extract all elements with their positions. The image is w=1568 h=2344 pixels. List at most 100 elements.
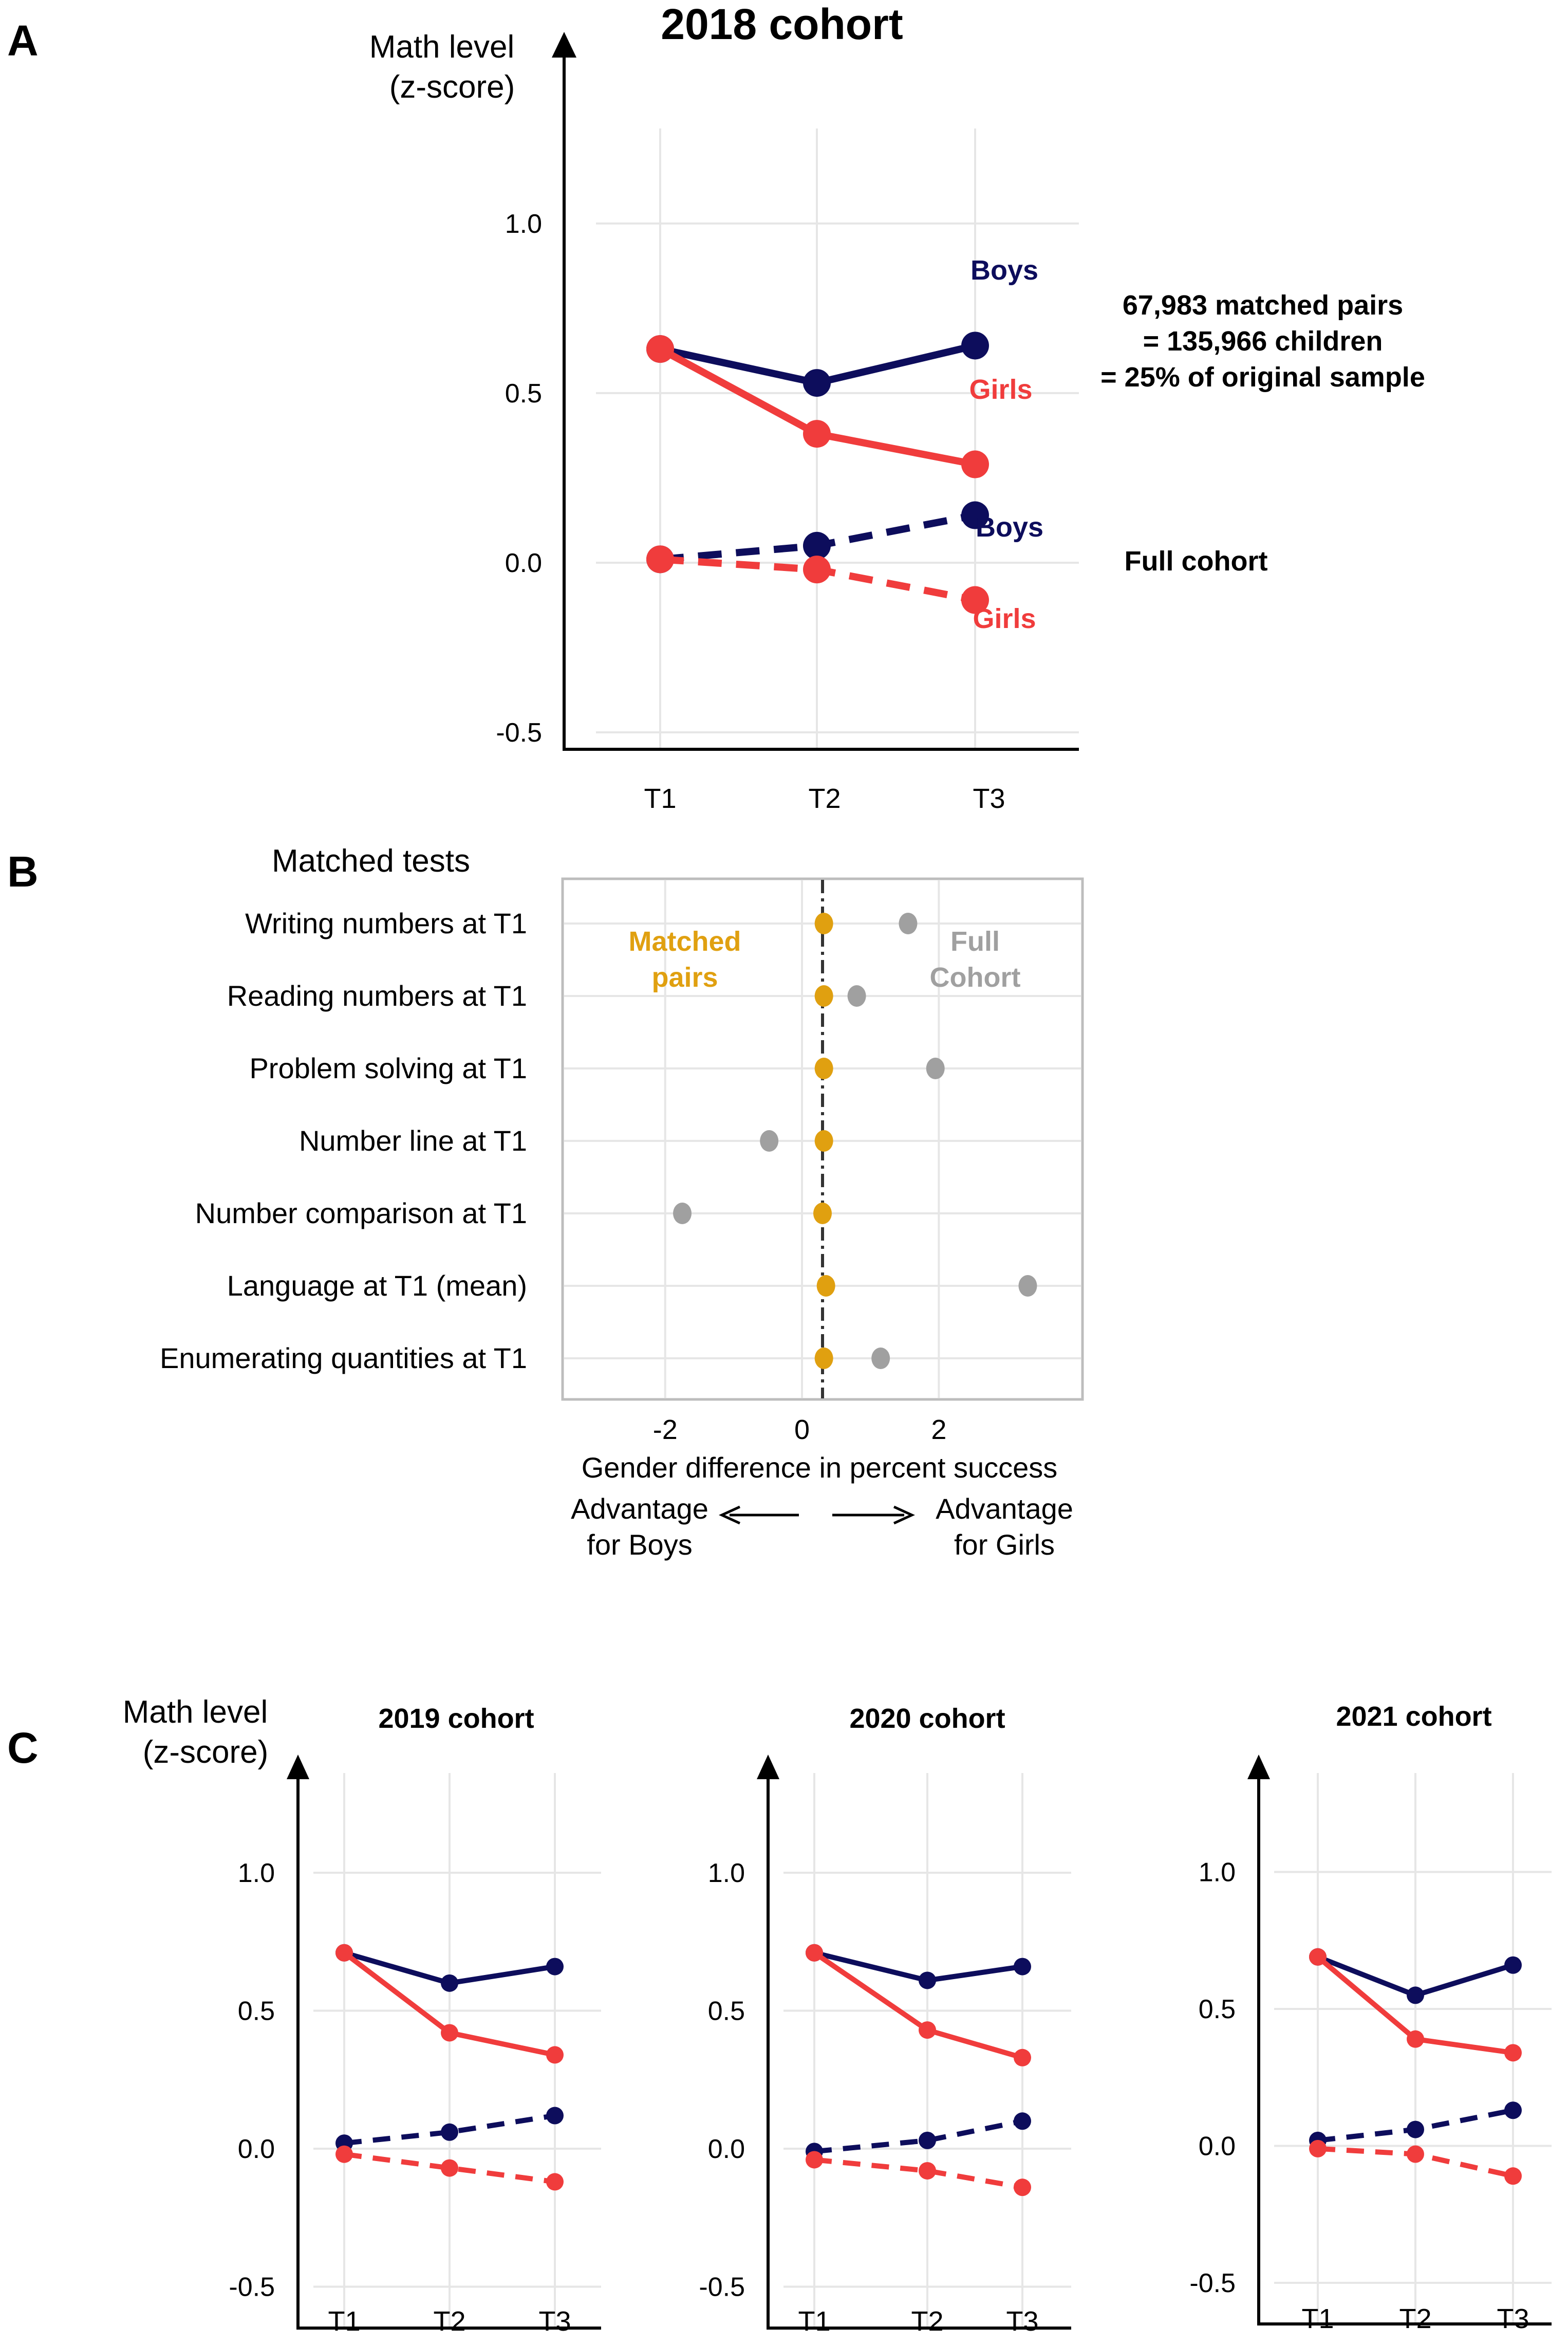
data-point bbox=[926, 1058, 945, 1079]
panel-c-ylabel-line1: Math level bbox=[123, 1694, 268, 1730]
panel-b-left-arrow-icon bbox=[718, 1505, 799, 1525]
data-point bbox=[803, 531, 831, 560]
girls-matched-series bbox=[806, 1944, 1031, 2066]
data-point bbox=[806, 2151, 823, 2169]
data-point bbox=[441, 1974, 458, 1992]
y-tick-label: -0.5 bbox=[496, 718, 542, 748]
data-point bbox=[961, 450, 989, 478]
category-label: Number line at T1 bbox=[299, 1124, 527, 1157]
y-arrow-icon bbox=[1247, 1755, 1270, 1779]
y-arrow-icon bbox=[287, 1755, 309, 1779]
data-point bbox=[1504, 2044, 1522, 2062]
data-point bbox=[919, 2021, 936, 2039]
data-point bbox=[1407, 1986, 1424, 2004]
girls-matched-series bbox=[335, 1944, 564, 2064]
data-point bbox=[1407, 2145, 1424, 2163]
panel-b-category-labels: Writing numbers at T1 Reading numbers at … bbox=[160, 907, 527, 1374]
data-point bbox=[546, 2046, 564, 2064]
panel-c-charts: 2019 cohort 1.0 0.5 0.0 -0.5 T1 T2 T3 2020 cohor… bbox=[229, 1701, 1552, 2337]
x-tick-label: T3 bbox=[1497, 2303, 1529, 2334]
panel-b-right-arrow-label-line2: for Girls bbox=[954, 1528, 1055, 1561]
panel-a-matched-note-line2: = 135,966 children bbox=[1143, 326, 1383, 357]
data-point bbox=[1309, 2139, 1327, 2157]
y-tick-label: 0.5 bbox=[1199, 1995, 1236, 2024]
panel-c-ylabel-line2: (z-score) bbox=[143, 1734, 269, 1770]
data-point bbox=[546, 2107, 564, 2125]
data-point bbox=[441, 2159, 458, 2177]
series-line bbox=[813, 1950, 1023, 2060]
panel-a-label-boys-full: Boys bbox=[976, 512, 1043, 543]
y-tick-label: 1.0 bbox=[505, 209, 542, 239]
data-point bbox=[441, 2024, 458, 2042]
x-tick-label: T3 bbox=[538, 2306, 571, 2337]
y-tick-label: 1.0 bbox=[708, 1858, 745, 1888]
panel-b: Matched tests Writing numbers at T1 Readi… bbox=[160, 843, 1084, 1561]
data-point bbox=[1407, 2030, 1424, 2048]
data-point bbox=[1018, 1275, 1037, 1297]
x-tick-label: 0 bbox=[794, 1414, 810, 1445]
data-point bbox=[814, 913, 833, 934]
girls-full-series bbox=[1309, 2139, 1522, 2185]
panel-b-left-arrow-label-line1: Advantage bbox=[571, 1492, 708, 1525]
category-label: Enumerating quantities at T1 bbox=[160, 1342, 527, 1374]
panel-a-label-girls-full: Girls bbox=[973, 603, 1036, 634]
panel-a-matched-note-line1: 67,983 matched pairs bbox=[1123, 290, 1403, 321]
data-point bbox=[1407, 2120, 1424, 2138]
data-point bbox=[816, 1275, 835, 1297]
x-tick-label: -2 bbox=[653, 1414, 678, 1445]
panel-b-xticks: -2 0 2 bbox=[653, 1414, 947, 1445]
girls-full-series bbox=[335, 2145, 564, 2191]
full-cohort-points bbox=[673, 913, 1037, 1369]
x-tick-label: T1 bbox=[1301, 2303, 1334, 2334]
category-label: Problem solving at T1 bbox=[249, 1052, 527, 1084]
panel-b-right-arrow-label-line1: Advantage bbox=[936, 1492, 1073, 1525]
data-point bbox=[1309, 1948, 1327, 1966]
series-line bbox=[814, 2157, 1023, 2190]
panel-letter-b: B bbox=[7, 847, 39, 896]
panel-a-label-girls-matched: Girls bbox=[969, 374, 1032, 405]
y-tick-label: -0.5 bbox=[229, 2272, 275, 2302]
data-point bbox=[814, 1130, 833, 1152]
panel-b-left-arrow-label-line2: for Boys bbox=[587, 1528, 692, 1561]
grid bbox=[783, 1773, 1071, 2328]
y-tick-label: -0.5 bbox=[699, 2272, 745, 2302]
panel-b-legend-matched-line2: pairs bbox=[651, 962, 718, 993]
series-line bbox=[344, 2113, 555, 2146]
x-tick-label: T1 bbox=[798, 2306, 830, 2337]
data-point bbox=[847, 985, 866, 1007]
data-point bbox=[814, 985, 833, 1007]
y-tick-label: 0.5 bbox=[708, 1997, 745, 2026]
data-point bbox=[1504, 1956, 1522, 1974]
data-point bbox=[813, 1203, 832, 1224]
x-tick-label: T2 bbox=[433, 2306, 465, 2337]
data-point bbox=[961, 331, 989, 360]
data-point bbox=[335, 1944, 353, 1962]
chart-title: 2020 cohort bbox=[849, 1703, 1005, 1734]
panel-a-title: 2018 cohort bbox=[661, 0, 903, 48]
panel-a-y-arrow-icon bbox=[552, 32, 576, 58]
y-tick-label: 0.0 bbox=[238, 2134, 275, 2164]
panel-a-xticks: T1 T2 T3 bbox=[644, 783, 1005, 814]
panel-c-chart-2021-cohort: 2021 cohort 1.0 0.5 0.0 -0.5 T1 T2 T3 bbox=[1189, 1701, 1552, 2334]
y-tick-label: 0.0 bbox=[1199, 2132, 1236, 2162]
panel-b-title: Matched tests bbox=[272, 843, 470, 879]
panel-letter-c: C bbox=[7, 1724, 39, 1772]
data-point bbox=[803, 556, 831, 584]
x-tick-label: 2 bbox=[931, 1414, 946, 1445]
series-line bbox=[344, 2151, 555, 2185]
x-tick-label: T1 bbox=[328, 2306, 360, 2337]
data-point bbox=[919, 2162, 936, 2180]
data-point bbox=[803, 420, 831, 448]
data-point bbox=[961, 501, 989, 529]
matched-pairs-points bbox=[813, 913, 835, 1369]
category-label: Writing numbers at T1 bbox=[245, 907, 527, 939]
panel-b-plot-frame bbox=[561, 877, 1084, 1401]
data-point bbox=[1014, 2179, 1031, 2197]
chart-title: 2019 cohort bbox=[378, 1703, 534, 1734]
data-point bbox=[1504, 2167, 1522, 2185]
data-point bbox=[646, 335, 674, 363]
data-point bbox=[814, 1348, 833, 1369]
girls-full-series bbox=[806, 2151, 1031, 2197]
panel-b-legend-full-line1: Full bbox=[950, 926, 1000, 957]
